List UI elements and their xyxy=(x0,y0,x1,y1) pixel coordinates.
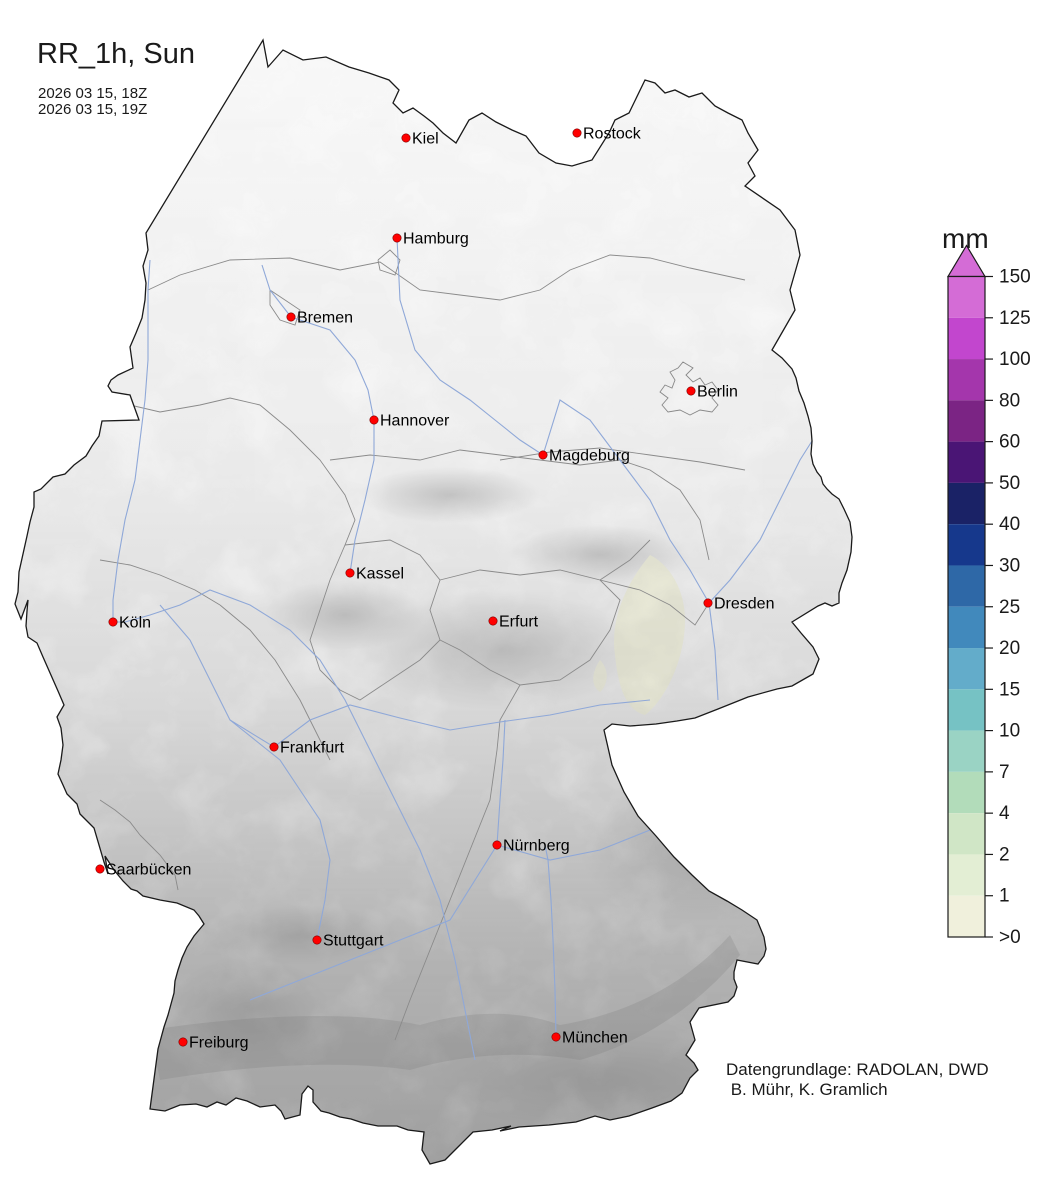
svg-text:4: 4 xyxy=(999,803,1010,824)
svg-text:60: 60 xyxy=(999,432,1020,453)
svg-text:>0: >0 xyxy=(999,927,1021,948)
svg-text:Erfurt: Erfurt xyxy=(499,614,539,631)
svg-text:Rostock: Rostock xyxy=(583,126,642,143)
svg-text:30: 30 xyxy=(999,555,1020,576)
svg-text:Hamburg: Hamburg xyxy=(403,231,469,248)
svg-text:1: 1 xyxy=(999,886,1010,907)
svg-text:Berlin: Berlin xyxy=(697,384,738,401)
svg-text:2: 2 xyxy=(999,844,1010,865)
svg-text:Frankfurt: Frankfurt xyxy=(280,740,345,757)
svg-text:Nürnberg: Nürnberg xyxy=(503,838,570,855)
svg-text:100: 100 xyxy=(999,349,1031,370)
svg-text:München: München xyxy=(562,1030,628,1047)
svg-text:125: 125 xyxy=(999,308,1031,329)
svg-text:Magdeburg: Magdeburg xyxy=(549,448,630,465)
svg-text:Stuttgart: Stuttgart xyxy=(323,933,384,950)
svg-text:Bremen: Bremen xyxy=(297,310,353,327)
svg-text:15: 15 xyxy=(999,679,1020,700)
svg-text:10: 10 xyxy=(999,721,1020,742)
svg-text:Saarbücken: Saarbücken xyxy=(106,862,191,879)
svg-text:20: 20 xyxy=(999,638,1020,659)
svg-text:Kassel: Kassel xyxy=(356,566,404,583)
svg-text:50: 50 xyxy=(999,473,1020,494)
svg-text:Köln: Köln xyxy=(119,615,151,632)
svg-text:Hannover: Hannover xyxy=(380,413,450,430)
svg-text:Kiel: Kiel xyxy=(412,131,439,148)
svg-text:40: 40 xyxy=(999,514,1020,535)
svg-text:7: 7 xyxy=(999,762,1010,783)
svg-text:Dresden: Dresden xyxy=(714,596,774,613)
svg-text:80: 80 xyxy=(999,390,1020,411)
svg-text:25: 25 xyxy=(999,597,1020,618)
svg-text:150: 150 xyxy=(999,267,1031,288)
svg-text:Freiburg: Freiburg xyxy=(189,1035,249,1052)
